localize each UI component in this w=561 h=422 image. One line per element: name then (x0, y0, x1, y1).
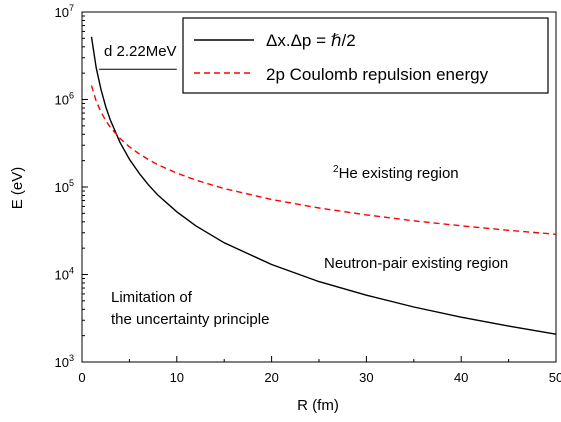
uncertainty-label-line1: Limitation of (111, 289, 193, 306)
x-tick-label: 20 (264, 370, 278, 385)
legend-box (182, 17, 549, 94)
legend: Δx.Δp = ℏ/2 2p Coulomb repulsion energy (182, 17, 549, 94)
he-region-superscript: 2 (333, 164, 339, 175)
uncertainty-label-line2: the uncertainty principle (111, 311, 269, 328)
uncertainty-energy-line (90, 36, 557, 335)
x-tick-label: 50 (549, 370, 561, 385)
y-tick-label: 104 (55, 266, 74, 283)
y-axis-title: E (eV) (9, 167, 26, 210)
x-axis: 0 10 20 30 40 50 (78, 356, 561, 385)
y-tick-label: 107 (55, 3, 74, 20)
he-region-label: 2He existing region (333, 164, 459, 182)
x-tick-label: 0 (78, 370, 85, 385)
x-tick-label: 10 (170, 370, 184, 385)
y-tick-label: 106 (55, 91, 74, 108)
y-tick-label: 103 (55, 353, 74, 370)
neutron-region-label: Neutron-pair existing region (324, 255, 508, 272)
he-region-text: He existing region (339, 165, 459, 182)
legend-label-coulomb: 2p Coulomb repulsion energy (266, 65, 489, 84)
x-tick-label: 40 (454, 370, 468, 385)
coulomb-energy-line (90, 85, 557, 235)
y-tick-label: 105 (55, 178, 74, 195)
x-tick-label: 30 (359, 370, 373, 385)
x-axis-title: R (fm) (297, 397, 339, 414)
y-axis: 103 104 105 106 107 (55, 3, 88, 370)
legend-label-uncertainty: Δx.Δp = ℏ/2 (266, 31, 356, 50)
series-layer (90, 36, 557, 335)
deuteron-label: d 2.22MeV (104, 43, 177, 60)
